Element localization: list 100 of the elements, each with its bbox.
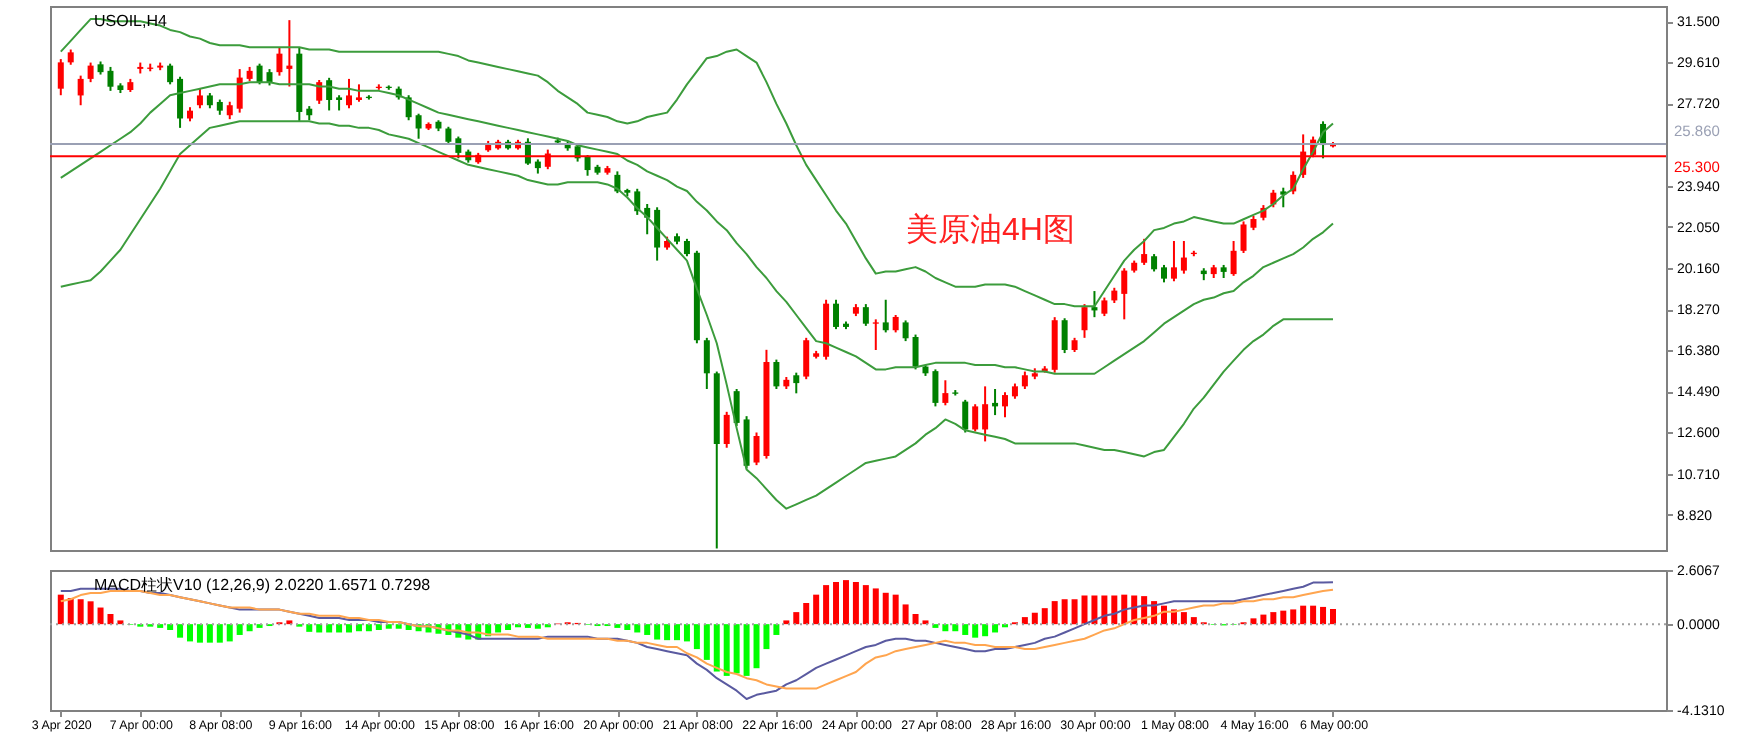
bar — [1310, 605, 1317, 625]
bar — [803, 602, 810, 625]
candlestick — [1081, 303, 1088, 339]
candlestick — [1141, 237, 1148, 266]
candlestick — [902, 319, 909, 343]
candlestick — [196, 87, 203, 110]
bar — [346, 624, 353, 633]
bar — [674, 624, 681, 641]
annotation: 美原油4H图 — [906, 212, 1075, 248]
bar — [654, 624, 661, 640]
candlestick — [87, 61, 94, 84]
bar — [902, 604, 909, 625]
bar — [872, 588, 879, 625]
bar — [216, 624, 223, 643]
bar — [992, 624, 999, 633]
bar — [1051, 601, 1058, 625]
bar — [982, 624, 989, 637]
bar — [316, 624, 323, 633]
candlestick — [1101, 296, 1108, 318]
bar — [862, 585, 869, 625]
bar — [1071, 599, 1078, 625]
bar — [952, 624, 959, 632]
candlestick — [57, 58, 64, 97]
bar — [1041, 608, 1048, 625]
candlestick — [236, 68, 243, 114]
bar — [226, 624, 233, 642]
bar — [1320, 606, 1327, 625]
bar — [1260, 614, 1267, 625]
bar — [683, 624, 690, 642]
bar — [833, 581, 840, 625]
bar — [813, 594, 820, 625]
candlestick — [793, 371, 800, 395]
candlestick — [972, 403, 979, 433]
candlestick — [982, 385, 989, 443]
bar — [505, 624, 512, 630]
candlestick — [654, 206, 661, 262]
bar — [1270, 612, 1277, 625]
candlestick — [1091, 290, 1098, 319]
bar — [206, 624, 213, 643]
candlestick — [1180, 240, 1187, 275]
bar — [892, 594, 899, 625]
candlestick — [862, 303, 869, 327]
candlestick — [803, 336, 810, 381]
bar — [972, 624, 979, 638]
bar — [942, 624, 949, 632]
candlestick — [833, 298, 840, 331]
bar — [1280, 610, 1287, 625]
bar — [634, 624, 641, 633]
candlestick — [346, 77, 353, 110]
bar — [842, 580, 849, 625]
bar — [365, 624, 372, 632]
candlestick — [326, 76, 333, 112]
bar — [355, 624, 362, 632]
bar — [67, 597, 74, 625]
candlestick — [1001, 391, 1008, 419]
bar — [723, 624, 730, 676]
bar — [77, 599, 84, 625]
bar — [306, 624, 313, 632]
candlestick — [1170, 240, 1177, 283]
bar — [186, 624, 193, 642]
candlestick — [773, 358, 780, 390]
bar — [823, 585, 830, 625]
bar — [246, 624, 253, 632]
candlestick — [703, 336, 710, 390]
bar — [882, 592, 889, 625]
candlestick — [942, 379, 949, 407]
bar — [703, 624, 710, 660]
bar — [326, 624, 333, 633]
bar — [57, 594, 64, 625]
bar — [962, 624, 969, 635]
candlestick — [1230, 240, 1237, 277]
bar — [793, 612, 800, 625]
candlestick — [932, 368, 939, 408]
candlestick — [723, 410, 730, 449]
bar — [693, 624, 700, 650]
bar — [1180, 612, 1187, 625]
bar — [495, 624, 502, 633]
candlestick — [316, 78, 323, 105]
bar — [1031, 612, 1038, 625]
candlestick — [962, 398, 969, 434]
bar — [87, 601, 94, 625]
candlestick — [1280, 186, 1287, 209]
bar — [1111, 595, 1118, 625]
bar — [624, 624, 631, 630]
candlestick — [872, 318, 879, 352]
bar — [336, 624, 343, 633]
bar — [713, 624, 720, 672]
candlestick — [256, 62, 263, 86]
candlestick — [882, 298, 889, 334]
candlestick — [286, 19, 293, 88]
line-series — [59, 120, 1334, 510]
bar — [236, 624, 243, 635]
bar — [1021, 617, 1028, 625]
candlestick — [77, 74, 84, 107]
candlestick — [167, 62, 174, 86]
candlestick — [177, 75, 184, 129]
bar — [1290, 609, 1297, 625]
candlestick — [405, 94, 412, 122]
bar — [1190, 617, 1197, 625]
bar — [1329, 609, 1336, 625]
